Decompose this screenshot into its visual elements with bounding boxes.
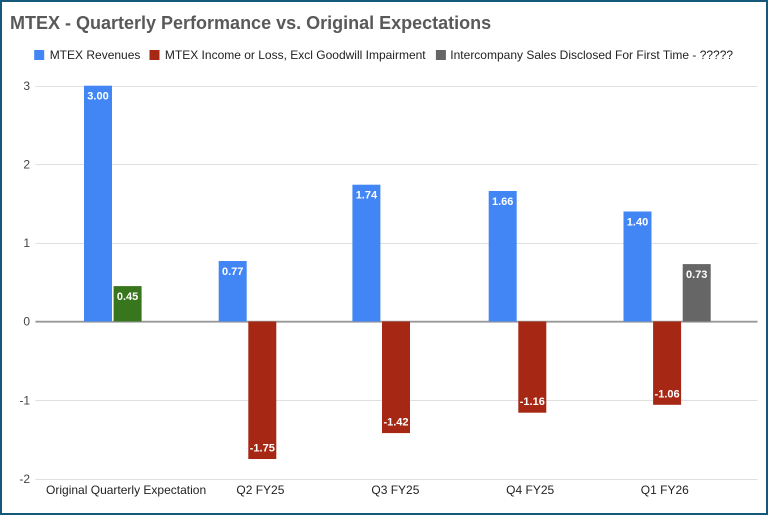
- svg-text:-1.42: -1.42: [383, 417, 408, 429]
- svg-text:Q4 FY25: Q4 FY25: [506, 483, 554, 497]
- svg-text:3: 3: [23, 79, 30, 93]
- svg-text:0: 0: [23, 315, 30, 329]
- svg-text:Intercompany Sales Disclosed F: Intercompany Sales Disclosed For First T…: [450, 48, 733, 62]
- svg-text:0.77: 0.77: [222, 266, 243, 278]
- svg-text:1.74: 1.74: [356, 190, 378, 202]
- svg-text:Q2 FY25: Q2 FY25: [236, 483, 284, 497]
- svg-text:MTEX Income or Loss, Excl Good: MTEX Income or Loss, Excl Goodwill Impai…: [165, 48, 426, 62]
- svg-text:-1: -1: [19, 393, 30, 407]
- svg-text:1.66: 1.66: [492, 196, 513, 208]
- svg-text:Q1 FY26: Q1 FY26: [641, 483, 689, 497]
- svg-text:1: 1: [23, 236, 30, 250]
- svg-text:MTEX Revenues: MTEX Revenues: [50, 48, 141, 62]
- svg-text:-2: -2: [19, 472, 30, 486]
- svg-text:Q3 FY25: Q3 FY25: [371, 483, 419, 497]
- svg-text:-1.75: -1.75: [250, 443, 275, 455]
- svg-text:0.45: 0.45: [117, 291, 138, 303]
- svg-text:3.00: 3.00: [87, 91, 108, 103]
- svg-text:2: 2: [23, 158, 30, 172]
- svg-text:Original Quarterly Expectation: Original Quarterly Expectation: [46, 483, 206, 497]
- svg-text:MTEX - Quarterly Performance v: MTEX - Quarterly Performance vs. Origina…: [10, 13, 491, 33]
- svg-text:0.73: 0.73: [686, 269, 707, 281]
- svg-text:1.40: 1.40: [627, 217, 648, 229]
- svg-text:-1.06: -1.06: [655, 388, 680, 400]
- svg-text:-1.16: -1.16: [520, 396, 545, 408]
